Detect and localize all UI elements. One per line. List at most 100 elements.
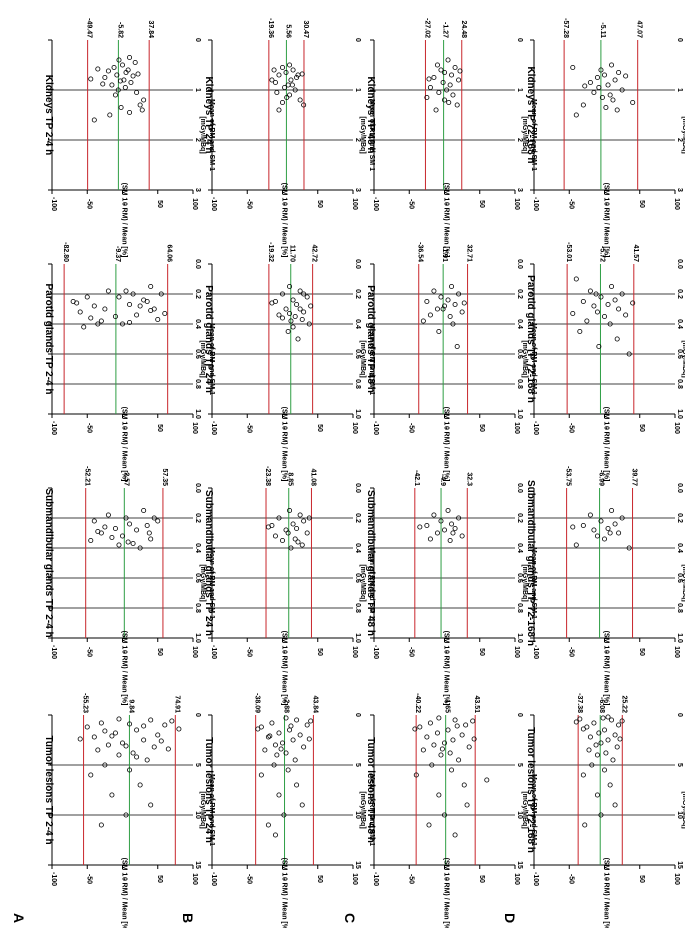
- x-tick-label: 0.2: [676, 513, 683, 523]
- data-point: [626, 545, 632, 551]
- data-point: [102, 524, 108, 530]
- data-point: [287, 62, 293, 68]
- data-point: [424, 734, 430, 740]
- x-tick-label: 5: [676, 763, 683, 767]
- data-point: [441, 527, 447, 533]
- data-point: [308, 303, 314, 309]
- data-point: [602, 313, 608, 319]
- data-point: [304, 294, 310, 300]
- data-point: [449, 767, 455, 773]
- y-tick-label: -50: [567, 423, 574, 433]
- data-point: [598, 294, 604, 300]
- data-point: [612, 732, 618, 738]
- data-point: [609, 283, 615, 289]
- data-point: [267, 733, 273, 739]
- data-point: [290, 324, 296, 330]
- x-tick-label: 0.0: [194, 259, 201, 269]
- data-point: [577, 328, 583, 334]
- data-point: [276, 312, 282, 318]
- data-point: [285, 767, 291, 773]
- x-axis-title-line2: [mGy/MBq]: [199, 116, 206, 153]
- data-point: [610, 97, 616, 103]
- x-tick-label: 0.2: [354, 513, 361, 523]
- y-tick-label: 50: [316, 424, 323, 432]
- data-point: [602, 727, 608, 733]
- y-tick-label: -50: [567, 199, 574, 209]
- data-point: [308, 718, 314, 724]
- data-point: [452, 526, 458, 532]
- y-tick-label: -100: [50, 645, 57, 659]
- data-point: [294, 301, 300, 307]
- data-point: [155, 518, 161, 524]
- y-tick-label: 0: [603, 877, 610, 881]
- x-tick-label: 3: [354, 188, 361, 192]
- data-point: [134, 90, 140, 96]
- y-tick-label: 0: [121, 877, 128, 881]
- data-point: [619, 291, 625, 297]
- x-axis-title-line2: [mGy/MBq]: [521, 564, 528, 601]
- y-tick-label: 50: [316, 200, 323, 208]
- x-tick-label: 0: [516, 38, 523, 42]
- lower-loa-label: -52.21: [84, 466, 91, 486]
- y-tick-label: -100: [532, 421, 539, 435]
- data-point: [580, 726, 586, 732]
- x-tick-label: 0.0: [194, 483, 201, 493]
- data-point: [445, 57, 451, 63]
- data-point: [413, 772, 419, 778]
- data-point: [294, 75, 300, 81]
- data-point: [609, 62, 615, 68]
- x-tick-label: 0.6: [676, 349, 683, 359]
- row-letter-b: B: [180, 913, 196, 923]
- mean-bias-label: 5.56: [284, 24, 291, 38]
- x-tick-label: 0.0: [516, 259, 523, 269]
- upper-loa-label: 64.06: [166, 244, 173, 262]
- x-tick-label: 0.6: [354, 349, 361, 359]
- chart-title: Submandibular glands TP 24 h: [203, 490, 214, 636]
- y-axis-title: (SM 1 - RM) / Mean [%]: [281, 407, 288, 482]
- data-point: [109, 535, 115, 541]
- data-point: [306, 515, 312, 521]
- x-tick-label: 1.0: [354, 409, 361, 419]
- data-point: [456, 757, 462, 763]
- x-tick-label: 5: [194, 763, 201, 767]
- data-point: [450, 321, 456, 327]
- data-point: [91, 518, 97, 524]
- chart-kidneys-tp-48-h: Kidneys TP 48 h -100 -50 0 50 100 0 1 2 3 24.48 -1.…: [365, 18, 537, 257]
- data-point: [424, 298, 430, 304]
- y-tick-label: -100: [50, 421, 57, 435]
- data-point: [294, 526, 300, 532]
- y-tick-label: 100: [673, 646, 680, 658]
- data-point: [158, 291, 164, 297]
- data-point: [593, 291, 599, 297]
- data-point: [118, 105, 124, 111]
- x-axis-title-line2: [mGy/MBq]: [681, 116, 685, 153]
- data-point: [617, 736, 623, 742]
- data-point: [297, 512, 303, 518]
- data-point: [120, 62, 126, 68]
- data-point: [130, 291, 136, 297]
- data-point: [446, 100, 452, 106]
- chart-tumor-lesions-tp-48-h: Tumor lesions TP 48 h -100 -50 0 50 100 0 5 10 15…: [365, 693, 537, 932]
- data-point: [121, 77, 127, 83]
- data-point: [297, 97, 303, 103]
- data-point: [132, 60, 138, 66]
- data-point: [436, 328, 442, 334]
- x-tick-label: 0.8: [194, 379, 201, 389]
- data-point: [444, 87, 450, 93]
- y-tick-label: -100: [372, 872, 379, 886]
- data-point: [287, 92, 293, 98]
- x-tick-label: 0.4: [194, 319, 201, 329]
- y-tick-label: 50: [156, 875, 163, 883]
- data-point: [434, 730, 440, 736]
- x-axis-title-line2: [mGy/MBq]: [521, 791, 528, 828]
- data-point: [283, 527, 289, 533]
- y-tick-label: 100: [513, 646, 520, 658]
- x-tick-label: 2: [516, 138, 523, 142]
- data-point: [461, 782, 467, 788]
- data-point: [616, 70, 622, 76]
- data-point: [134, 754, 140, 760]
- chart-tumor-lesions-tp-72-168-h: Tumor lesions TP 72-168 h -100 -50 0 50 100 0 5…: [525, 693, 685, 932]
- data-point: [427, 85, 433, 91]
- x-tick-label: 0: [676, 713, 683, 717]
- x-axis-title-line2: [mGy/MBq]: [521, 340, 528, 377]
